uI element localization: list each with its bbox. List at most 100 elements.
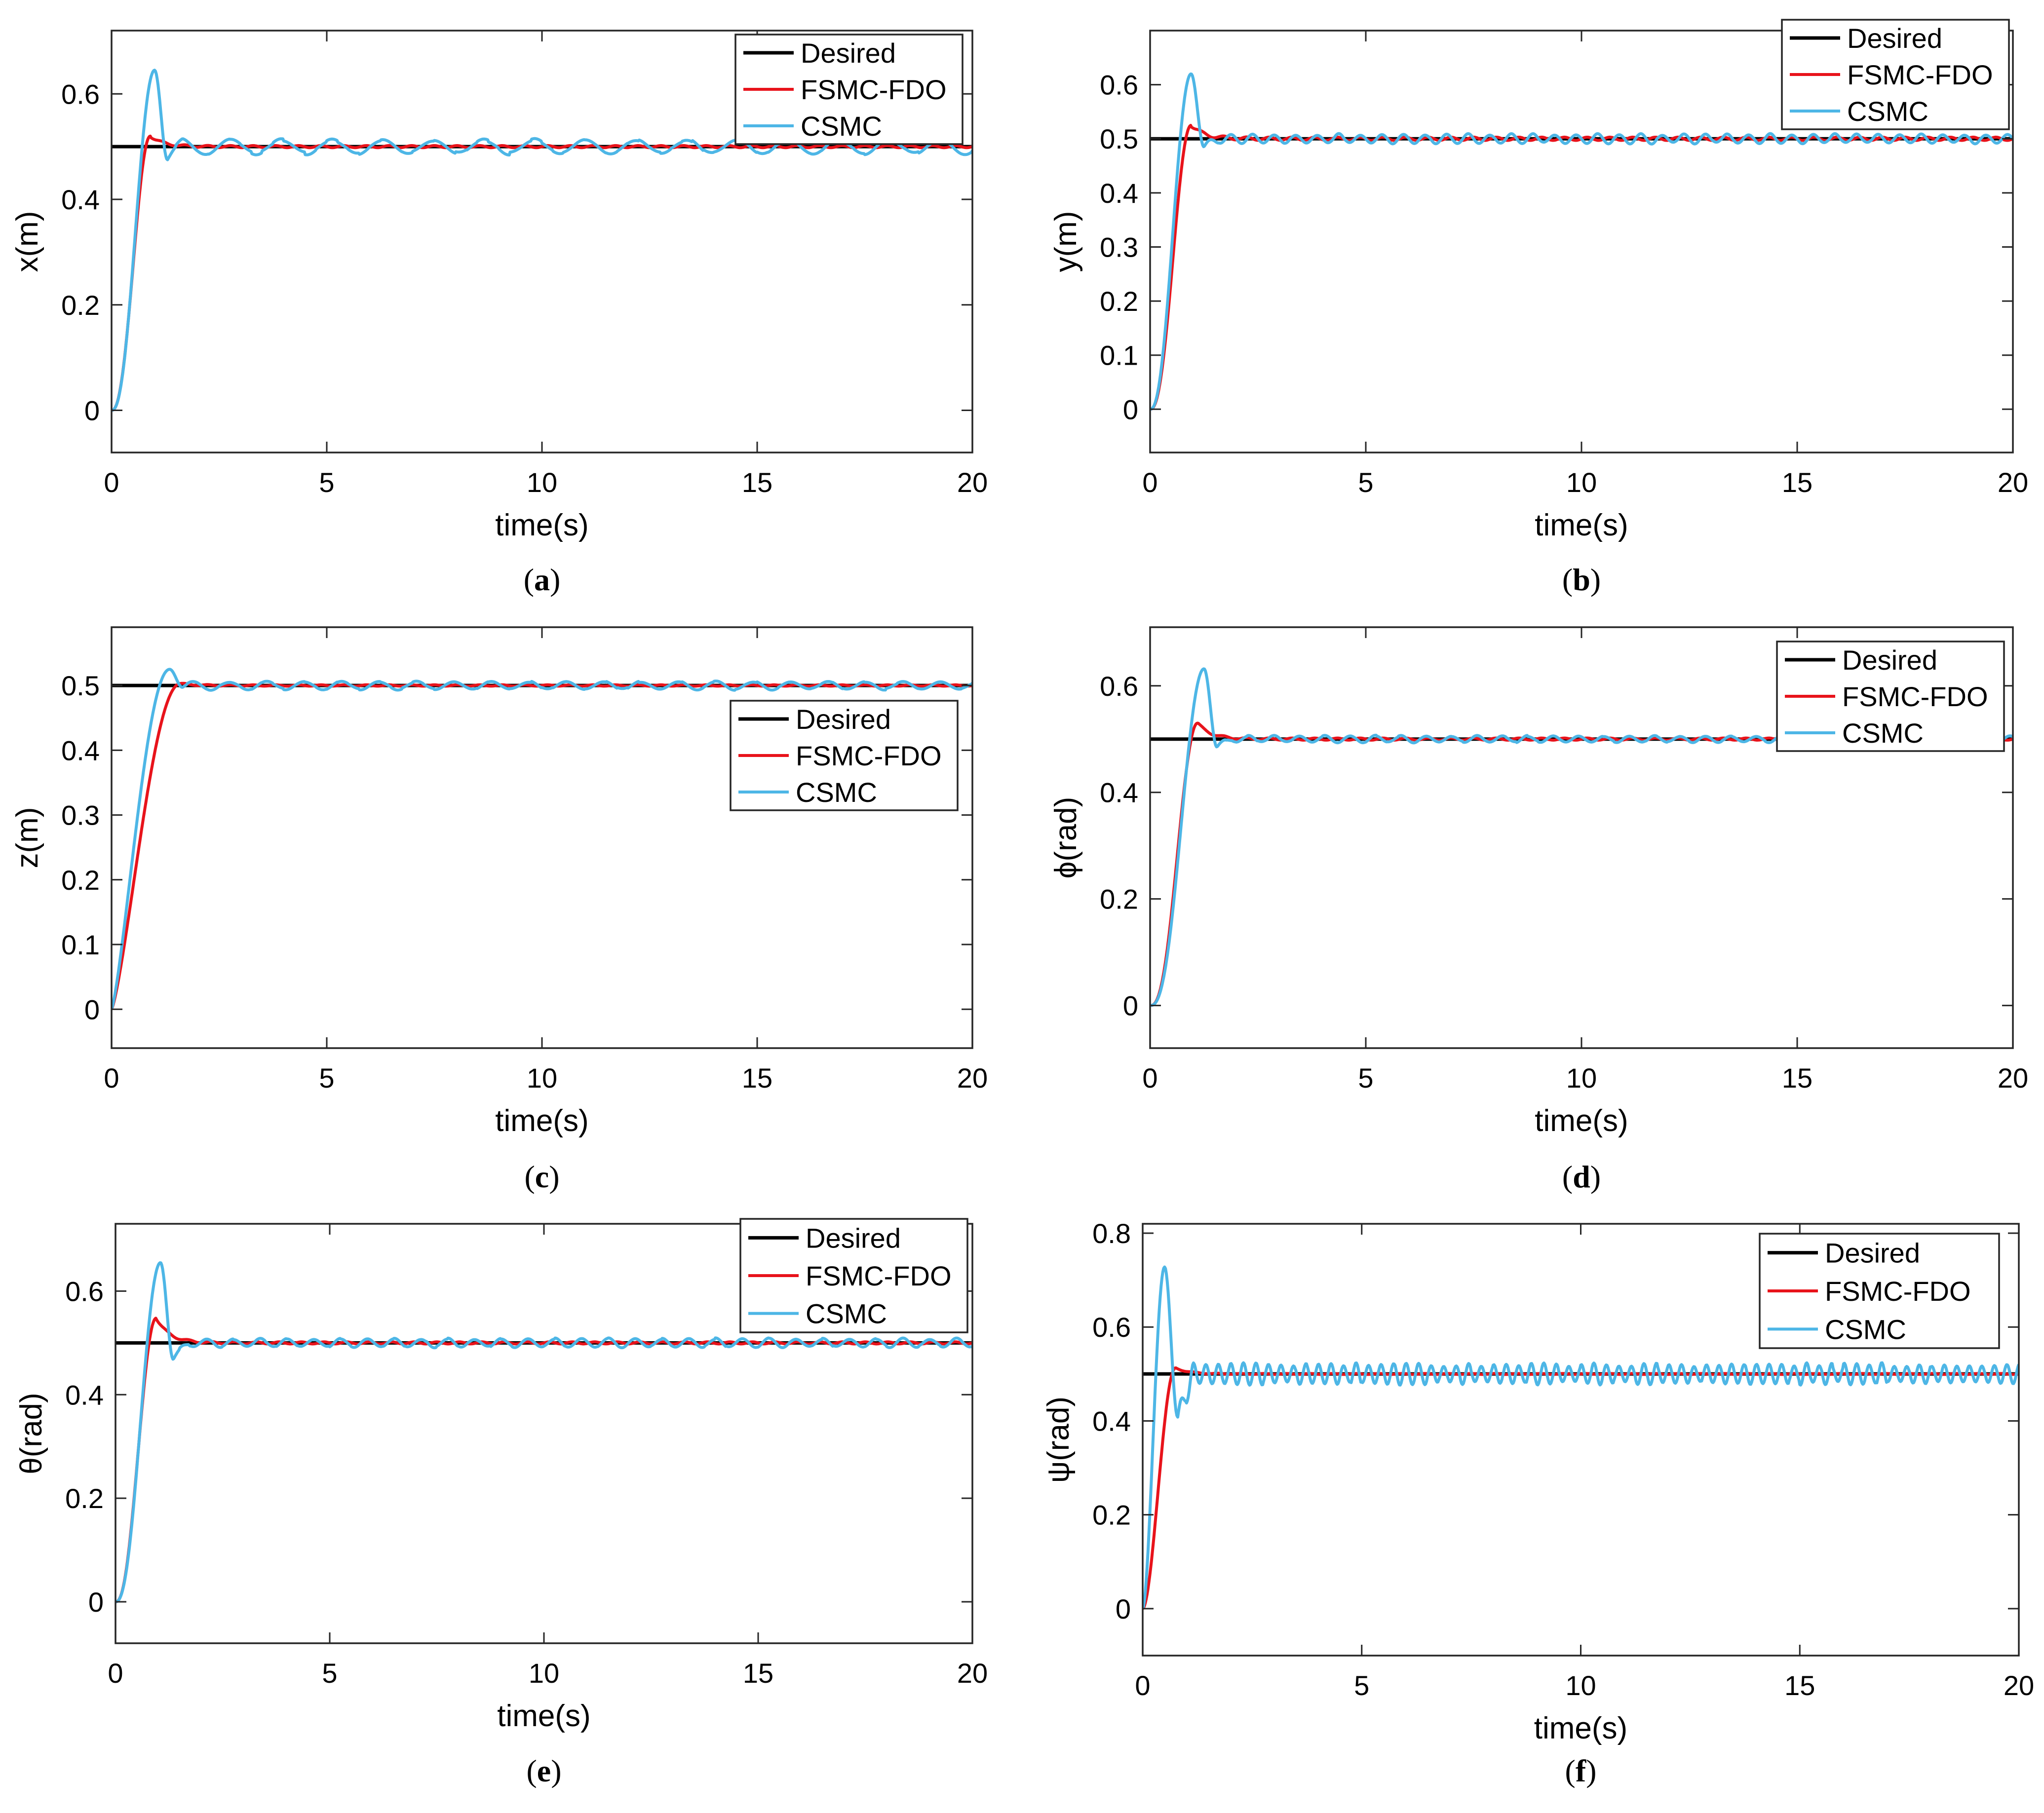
chart-a: 0 5 10 15 20 0 0.2 0.4 0.6 time(s) x(m) (a) Desired F…	[10, 30, 988, 597]
y-tick-label: 0.4	[1092, 1405, 1131, 1436]
subplot-caption: (f)	[1565, 1753, 1597, 1788]
series-line-fsmc-fdo	[1150, 721, 2013, 1007]
y-axis-label: x(m)	[10, 211, 44, 272]
y-tick-label: 0	[88, 1586, 104, 1618]
subplot-caption: (e)	[526, 1753, 561, 1788]
y-tick-label: 0	[1116, 1593, 1131, 1624]
x-tick-label: 0	[104, 1062, 119, 1094]
x-axis-label: time(s)	[495, 1104, 588, 1138]
x-tick-label: 20	[957, 467, 988, 498]
chart-d: 0 5 10 15 20 0 0.2 0.4 0.6 time(s) ϕ(rad) (d) Desire…	[1049, 626, 2028, 1194]
x-tick-label: 15	[1782, 1062, 1813, 1094]
series-line-fsmc-fdo	[112, 681, 972, 1010]
x-tick-label: 10	[527, 1062, 557, 1094]
legend-label: Desired	[1842, 644, 1937, 676]
legend-label: Desired	[801, 38, 896, 69]
legend: Desired FSMC-FDO CSMC	[734, 34, 964, 145]
series-line-fsmc-fdo	[1143, 1366, 2019, 1610]
legend-label: CSMC	[1847, 96, 1928, 127]
x-tick-label: 10	[527, 467, 557, 498]
legend: Desired FSMC-FDO CSMC	[1776, 641, 2005, 752]
y-tick-label: 0.2	[61, 290, 100, 321]
x-tick-label: 0	[1135, 1670, 1150, 1701]
subplot-caption: (c)	[524, 1159, 559, 1194]
y-axis-label: ϕ(rad)	[1049, 797, 1083, 879]
x-tick-label: 20	[957, 1062, 988, 1094]
y-tick-label: 0	[84, 994, 100, 1025]
legend: Desired FSMC-FDO CSMC	[1759, 1233, 2000, 1349]
legend-label: FSMC-FDO	[796, 740, 942, 771]
x-tick-label: 5	[1358, 467, 1373, 498]
y-axis-label: z(m)	[10, 807, 44, 869]
x-tick-label: 5	[319, 1062, 334, 1094]
y-axis-label: θ(rad)	[14, 1393, 48, 1474]
y-tick-label: 0.6	[1100, 70, 1138, 101]
y-axis-label: ψ(rad)	[1041, 1397, 1076, 1483]
legend-label: Desired	[1847, 23, 1942, 54]
series-line-fsmc-fdo	[1150, 124, 2013, 411]
x-tick-label: 5	[1358, 1062, 1373, 1094]
series-line-fsmc-fdo	[112, 134, 972, 412]
x-tick-label: 5	[1354, 1670, 1369, 1701]
x-tick-label: 20	[2004, 1670, 2034, 1701]
y-tick-label: 0.2	[1092, 1500, 1131, 1531]
x-tick-label: 15	[743, 1658, 773, 1689]
y-tick-label: 0.5	[61, 670, 100, 701]
x-tick-label: 15	[1782, 467, 1813, 498]
x-tick-label: 0	[1142, 467, 1157, 498]
legend-label: CSMC	[806, 1298, 887, 1329]
y-tick-label: 0.6	[61, 78, 100, 110]
x-tick-label: 5	[319, 467, 334, 498]
legend-label: FSMC-FDO	[801, 74, 947, 105]
y-tick-label: 0.2	[61, 865, 100, 896]
y-tick-label: 0.4	[61, 735, 100, 766]
x-axis-label: time(s)	[1534, 1711, 1627, 1745]
chart-b: 0 5 10 15 20 0 0.1 0.2 0.3 0.4 0.5 0.6 time(s) y(m) (b…	[1049, 19, 2028, 597]
y-tick-label: 0.4	[1100, 178, 1138, 209]
legend-label: Desired	[1825, 1238, 1920, 1269]
x-tick-label: 20	[1998, 467, 2028, 498]
y-tick-label: 0.6	[65, 1276, 104, 1307]
axes-box	[111, 626, 973, 1049]
x-tick-label: 10	[1566, 467, 1597, 498]
y-tick-label: 0.2	[1100, 884, 1138, 915]
chart-c: 0 5 10 15 20 0 0.1 0.2 0.3 0.4 0.5 time(s) z(m) (c) De…	[10, 626, 988, 1194]
x-tick-label: 10	[529, 1658, 559, 1689]
legend-label: CSMC	[796, 777, 877, 808]
subplot-caption: (d)	[1562, 1159, 1601, 1194]
legend-label: CSMC	[801, 111, 882, 142]
x-tick-label: 0	[108, 1658, 123, 1689]
series-line-fsmc-fdo	[116, 1317, 972, 1603]
x-tick-label: 0	[104, 467, 119, 498]
x-tick-label: 5	[322, 1658, 337, 1689]
y-tick-label: 0.4	[61, 184, 100, 215]
legend-label: CSMC	[1842, 718, 1924, 749]
y-tick-label: 0.6	[1092, 1312, 1131, 1343]
y-tick-label: 0	[1123, 394, 1138, 425]
y-tick-label: 0.6	[1100, 671, 1138, 702]
series-line-csmc	[1143, 1265, 2019, 1609]
legend-label: FSMC-FDO	[1825, 1276, 1971, 1307]
legend: Desired FSMC-FDO CSMC	[730, 700, 959, 811]
legend: Desired FSMC-FDO CSMC	[739, 1218, 968, 1333]
subplot-caption: (b)	[1562, 562, 1601, 597]
y-tick-label: 0.4	[1100, 777, 1138, 808]
chart-e: 0 5 10 15 20 0 0.2 0.4 0.6 time(s) θ(rad) (e) Desire…	[14, 1218, 988, 1788]
x-axis-label: time(s)	[497, 1699, 590, 1733]
x-tick-label: 15	[742, 467, 772, 498]
y-tick-label: 0.3	[61, 800, 100, 831]
x-tick-label: 10	[1566, 1062, 1597, 1094]
x-tick-label: 10	[1565, 1670, 1596, 1701]
y-tick-label: 0.1	[1100, 340, 1138, 371]
legend-label: Desired	[806, 1222, 901, 1253]
series-line-csmc	[112, 668, 972, 1010]
legend-label: Desired	[796, 704, 891, 735]
y-tick-label: 0.8	[1092, 1218, 1131, 1249]
y-tick-label: 0	[1123, 990, 1138, 1021]
x-tick-label: 0	[1142, 1062, 1157, 1094]
x-axis-label: time(s)	[495, 508, 588, 542]
y-tick-label: 0	[84, 395, 100, 426]
x-axis-label: time(s)	[1535, 508, 1628, 542]
legend: Desired FSMC-FDO CSMC	[1781, 19, 2010, 130]
legend-label: FSMC-FDO	[1847, 59, 1993, 90]
